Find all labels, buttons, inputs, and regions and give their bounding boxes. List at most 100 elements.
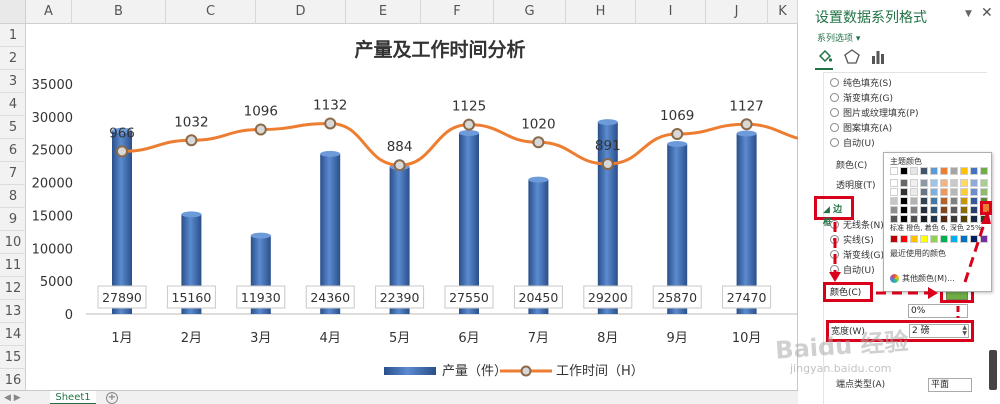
theme-color-swatch[interactable] <box>940 188 948 196</box>
fill-gradient-option[interactable]: 渐变填充(G) <box>830 92 893 106</box>
fill-picture-option[interactable]: 图片或纹理填充(P) <box>830 107 918 121</box>
row-header[interactable]: 8 <box>0 185 26 208</box>
theme-color-swatch[interactable] <box>940 206 948 214</box>
standard-color-swatch[interactable] <box>930 235 938 243</box>
series-options-dropdown[interactable]: 系列选项 ▾ <box>817 34 861 44</box>
column-header[interactable]: D <box>256 0 346 24</box>
theme-color-swatch[interactable] <box>900 179 908 187</box>
theme-color-swatch[interactable] <box>890 179 898 187</box>
theme-color-swatch[interactable] <box>920 197 928 205</box>
theme-color-swatch[interactable] <box>930 167 938 175</box>
bar-data-labels[interactable]: 27890 15160 11930 24360 22390 27550 20450 29200… <box>97 285 772 309</box>
sheet-tab[interactable]: Sheet1 <box>50 391 96 404</box>
fill-pattern-option[interactable]: 图案填充(A) <box>830 122 892 136</box>
theme-color-swatch[interactable] <box>890 206 898 214</box>
standard-color-swatch[interactable] <box>960 235 968 243</box>
theme-color-swatch[interactable] <box>960 167 968 175</box>
line-data-labels[interactable]: 966 1032 1096 1132 884 1125 1020 891 1069 1127 <box>109 97 764 155</box>
theme-color-swatch[interactable] <box>980 188 988 196</box>
border-none-option[interactable]: 无线条(N) <box>830 219 884 233</box>
more-colors-item[interactable]: 其他颜色(M)... <box>890 273 955 284</box>
theme-color-swatch[interactable] <box>940 167 948 175</box>
bar-series[interactable] <box>112 119 757 314</box>
pentagon-effects-icon[interactable] <box>843 48 861 66</box>
theme-color-swatch[interactable] <box>950 215 958 223</box>
standard-color-swatch[interactable] <box>950 235 958 243</box>
row-header[interactable]: 7 <box>0 162 26 185</box>
theme-color-swatch[interactable] <box>930 197 938 205</box>
border-transparency-input[interactable]: 0% <box>908 304 968 318</box>
row-header[interactable]: 4 <box>0 93 26 116</box>
theme-color-swatch[interactable] <box>910 179 918 187</box>
theme-color-swatch[interactable] <box>940 179 948 187</box>
theme-color-swatch[interactable] <box>930 215 938 223</box>
theme-color-swatch[interactable] <box>910 215 918 223</box>
theme-color-swatch[interactable] <box>910 197 918 205</box>
select-all-corner[interactable] <box>0 0 26 24</box>
pane-options-arrow-icon[interactable]: ▼ <box>965 9 972 19</box>
theme-color-swatch[interactable] <box>960 179 968 187</box>
cap-type-select[interactable]: 平面 <box>928 378 972 392</box>
row-header[interactable]: 3 <box>0 70 26 93</box>
column-header[interactable]: E <box>346 0 421 24</box>
theme-color-swatch[interactable] <box>930 179 938 187</box>
theme-color-swatch[interactable] <box>960 188 968 196</box>
theme-color-swatch[interactable] <box>910 188 918 196</box>
row-header[interactable]: 15 <box>0 346 26 369</box>
border-gradient-option[interactable]: 渐变线(G) <box>830 249 884 263</box>
theme-color-swatch[interactable] <box>890 197 898 205</box>
row-header[interactable]: 10 <box>0 231 26 254</box>
border-section-header[interactable]: ◢ 边框 <box>814 196 854 228</box>
theme-color-swatch[interactable] <box>940 215 948 223</box>
theme-color-swatch[interactable] <box>890 188 898 196</box>
row-header[interactable]: 5 <box>0 116 26 139</box>
theme-color-swatch[interactable] <box>910 206 918 214</box>
theme-color-swatch[interactable] <box>900 197 908 205</box>
column-header[interactable]: G <box>494 0 566 24</box>
pane-scrollbar[interactable] <box>989 350 997 390</box>
border-auto-option[interactable]: 自动(U) <box>830 264 875 278</box>
theme-color-swatch[interactable] <box>960 206 968 214</box>
row-header[interactable]: 2 <box>0 47 26 70</box>
theme-color-swatch[interactable] <box>970 188 978 196</box>
theme-color-swatch[interactable] <box>900 206 908 214</box>
chart[interactable]: 产量及工作时间分析 0 5000 10000 15000 20000 25000 30000… <box>26 24 798 390</box>
column-header[interactable]: I <box>636 0 706 24</box>
border-solid-option[interactable]: 实线(S) <box>830 234 874 248</box>
standard-color-swatch[interactable] <box>940 235 948 243</box>
chart-title[interactable]: 产量及工作时间分析 <box>354 38 525 61</box>
theme-color-swatch[interactable] <box>920 215 928 223</box>
column-header[interactable]: A <box>26 0 72 24</box>
standard-color-swatch[interactable] <box>900 235 908 243</box>
theme-color-swatch[interactable] <box>950 197 958 205</box>
theme-color-swatch[interactable] <box>950 179 958 187</box>
theme-color-swatch[interactable] <box>970 167 978 175</box>
theme-color-swatch[interactable] <box>900 167 908 175</box>
theme-color-swatch[interactable] <box>900 188 908 196</box>
close-icon[interactable]: ✕ <box>981 5 993 21</box>
theme-color-swatch[interactable] <box>970 197 978 205</box>
column-header[interactable]: H <box>566 0 636 24</box>
line-series[interactable] <box>116 117 798 172</box>
theme-color-swatch[interactable] <box>920 188 928 196</box>
chart-legend[interactable]: 产量（件） 工作时间（H） <box>384 364 644 379</box>
theme-color-swatch[interactable] <box>960 215 968 223</box>
theme-color-swatch[interactable] <box>950 167 958 175</box>
row-header[interactable]: 13 <box>0 300 26 323</box>
theme-color-swatch[interactable] <box>930 188 938 196</box>
theme-color-swatch[interactable] <box>930 206 938 214</box>
standard-color-swatch[interactable] <box>890 235 898 243</box>
row-header[interactable]: 11 <box>0 254 26 277</box>
theme-color-swatch[interactable] <box>980 215 988 223</box>
theme-color-swatch[interactable] <box>890 167 898 175</box>
fill-auto-option[interactable]: 自动(U) <box>830 137 875 151</box>
theme-color-swatch[interactable] <box>940 197 948 205</box>
add-sheet-button[interactable]: + <box>106 392 118 404</box>
column-header[interactable]: B <box>72 0 166 24</box>
theme-color-swatch[interactable] <box>970 179 978 187</box>
theme-color-swatch[interactable] <box>910 167 918 175</box>
theme-color-swatch[interactable] <box>950 188 958 196</box>
spinner-icon[interactable]: ▲ ▼ <box>962 324 967 337</box>
standard-color-swatch[interactable] <box>970 235 978 243</box>
theme-color-swatch[interactable] <box>960 197 968 205</box>
